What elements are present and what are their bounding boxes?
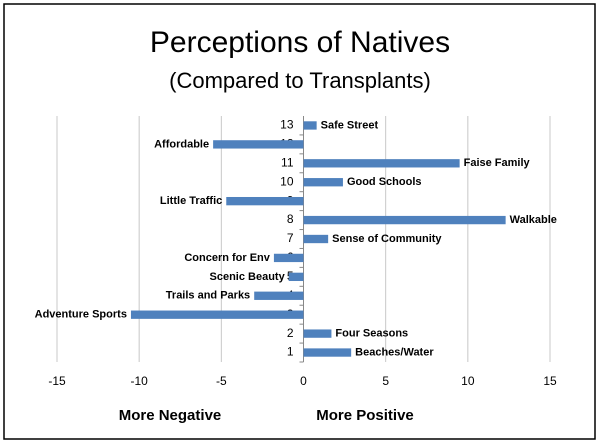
y-tick-label: 13 [280,118,294,132]
bar-label: Four Seasons [335,328,408,340]
bar [288,272,304,282]
bar-label: Walkable [510,214,557,226]
bar-label: Affordable [154,138,209,150]
chart-title: Perceptions of Natives [150,26,450,59]
bar [226,196,304,206]
bar [213,140,304,149]
y-tick-label: 11 [281,155,294,169]
y-tick-label: 2 [287,326,294,340]
bar [303,178,343,187]
bar [303,234,329,244]
bar-label: Scenic Beauty [210,271,286,283]
bar [303,121,317,130]
bar [303,159,460,168]
x-tick-label: 5 [382,374,389,388]
y-tick-label: 1 [287,345,294,359]
x-tick-label: -10 [130,374,148,388]
bar-label: Safe Street [321,119,379,131]
bar-label: Sense of Community [332,233,442,245]
y-tick-label: 7 [287,231,294,245]
bar [303,215,506,225]
bar-label: Beaches/Water [355,346,434,358]
y-tick-label: 8 [287,212,294,226]
bar-label: Concern for Env [184,252,270,264]
chart-subtitle: (Compared to Transplants) [169,68,431,93]
bar-label: Little Traffic [160,195,222,207]
x-tick-label: 10 [461,374,475,388]
bar [130,310,304,319]
bar-label: Adventure Sports [35,309,127,321]
bar [254,291,304,300]
bar [303,348,352,357]
bar-label: Good Schools [347,176,422,188]
y-tick-label: 10 [280,174,294,188]
annotation: More Positive [316,407,414,424]
x-tick-label: -15 [48,374,66,388]
bar [273,253,304,263]
annotation: More Negative [119,407,222,424]
bar [303,329,332,338]
bar-label: Trails and Parks [166,290,250,302]
bar-label: Faise Family [464,157,531,169]
x-tick-label: 15 [543,374,557,388]
x-tick-label: 0 [300,374,307,388]
x-tick-label: -5 [216,374,227,388]
